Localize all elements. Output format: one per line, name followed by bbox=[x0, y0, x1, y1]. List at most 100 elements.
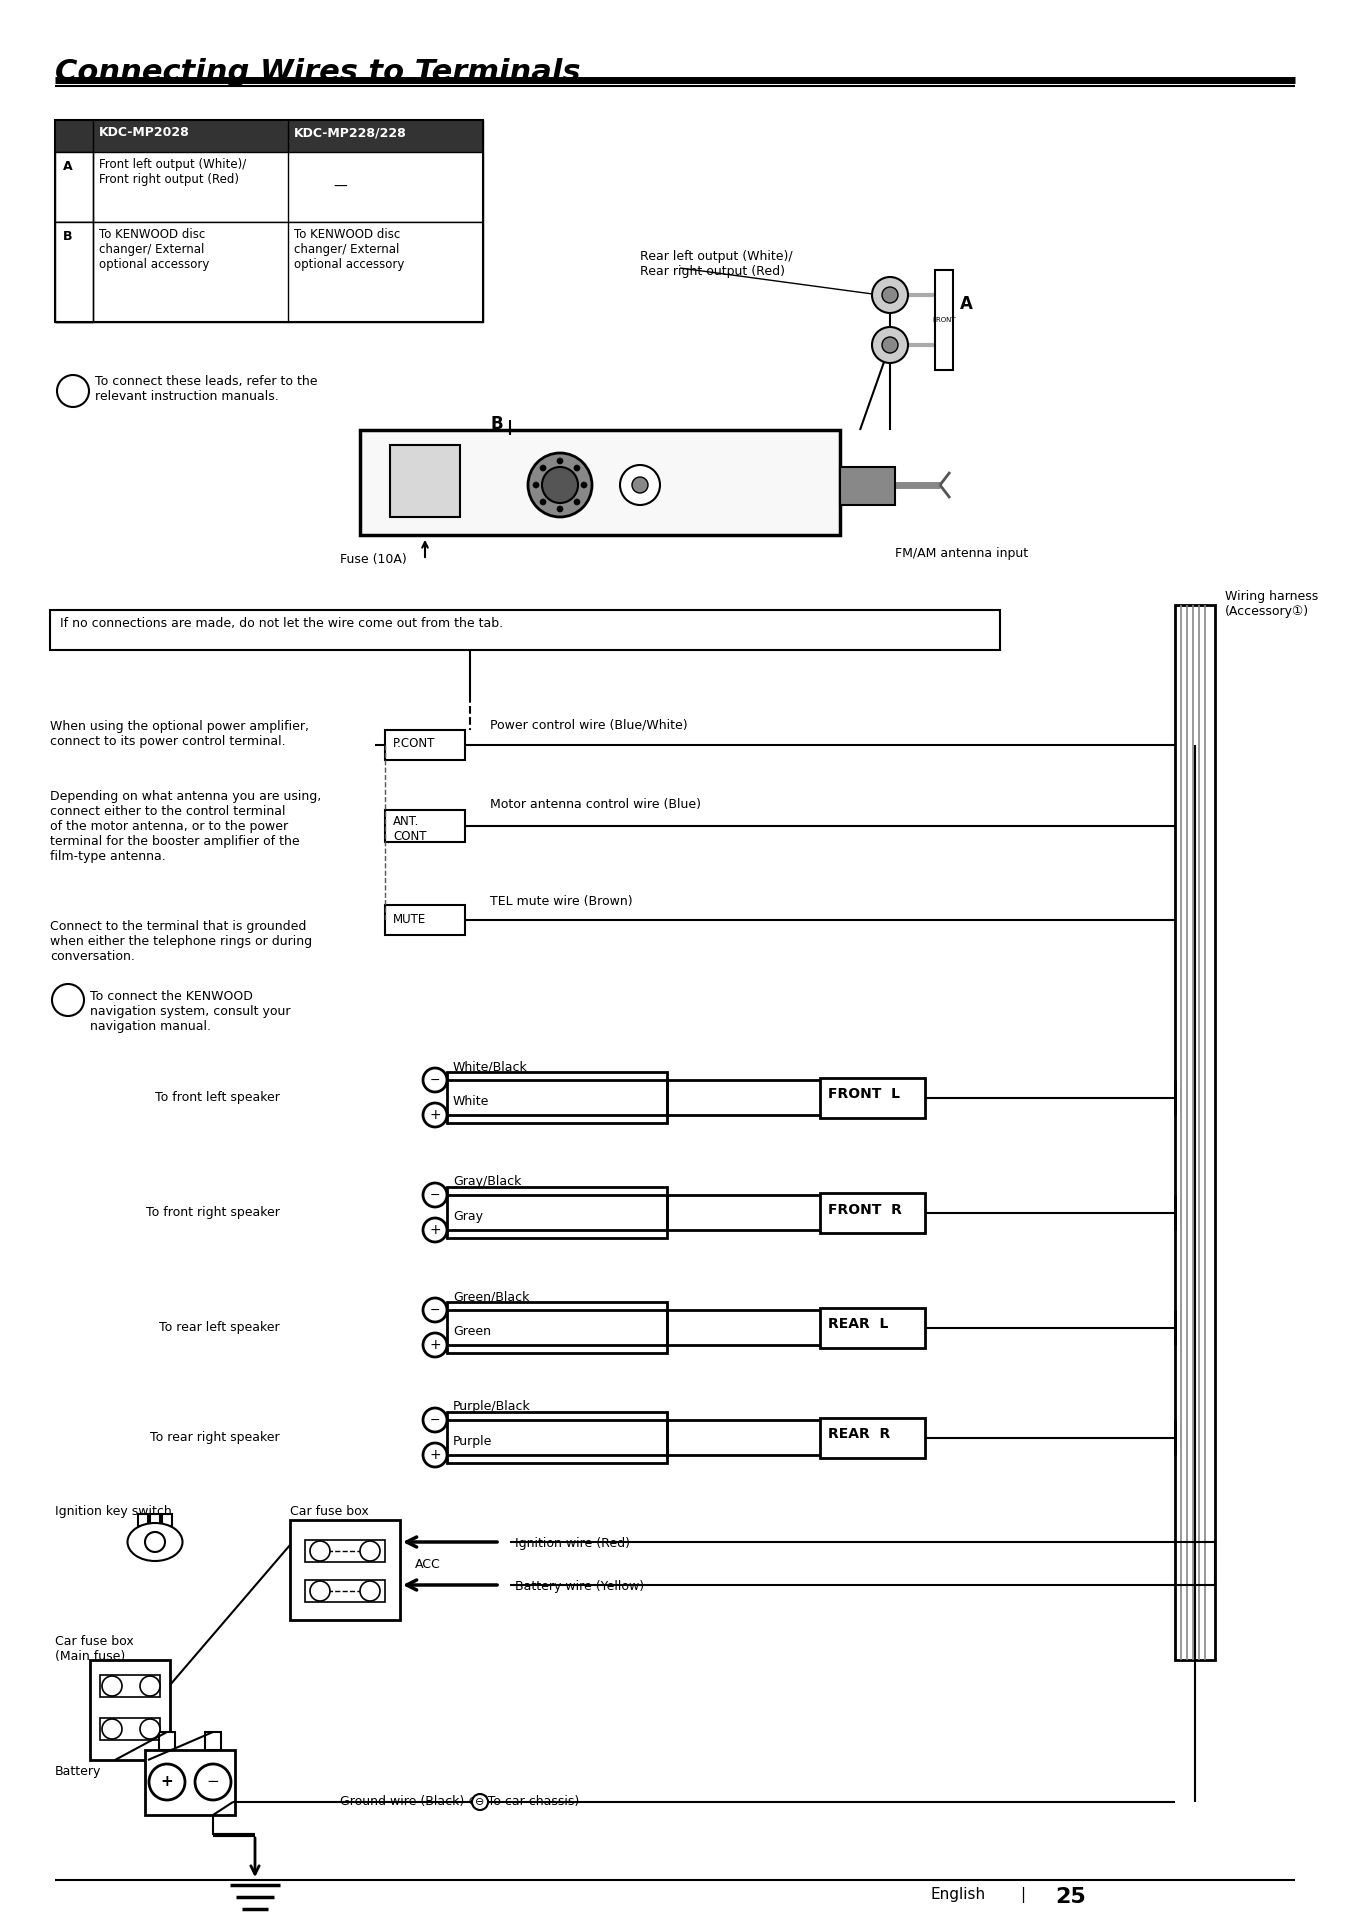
Circle shape bbox=[620, 466, 660, 506]
Circle shape bbox=[140, 1676, 161, 1696]
Bar bbox=[55, 222, 483, 322]
Text: Ignition wire (Red): Ignition wire (Red) bbox=[514, 1537, 630, 1550]
Text: MUTE: MUTE bbox=[393, 914, 427, 925]
Bar bbox=[819, 1418, 925, 1458]
Text: Gray: Gray bbox=[454, 1211, 483, 1222]
Text: +: + bbox=[429, 1448, 441, 1462]
Text: +: + bbox=[429, 1107, 441, 1123]
Circle shape bbox=[540, 466, 545, 471]
Circle shape bbox=[423, 1297, 447, 1322]
Circle shape bbox=[882, 337, 898, 353]
Bar bbox=[819, 1307, 925, 1347]
Text: B: B bbox=[490, 416, 502, 433]
Circle shape bbox=[140, 1719, 161, 1740]
Circle shape bbox=[423, 1334, 447, 1357]
Text: Motor antenna control wire (Blue): Motor antenna control wire (Blue) bbox=[490, 797, 701, 810]
Text: +: + bbox=[161, 1774, 173, 1790]
Ellipse shape bbox=[127, 1523, 182, 1562]
Text: REAR  R: REAR R bbox=[828, 1427, 890, 1441]
Text: −: − bbox=[429, 1303, 440, 1316]
Bar bbox=[819, 1192, 925, 1232]
Bar bbox=[290, 1519, 400, 1621]
Bar bbox=[50, 609, 1000, 650]
Bar bbox=[90, 1659, 170, 1761]
Circle shape bbox=[872, 278, 909, 312]
Circle shape bbox=[103, 1676, 122, 1696]
Bar bbox=[840, 468, 895, 506]
Text: To rear right speaker: To rear right speaker bbox=[150, 1431, 279, 1445]
Bar bbox=[385, 730, 464, 761]
Text: Ignition key switch: Ignition key switch bbox=[55, 1504, 171, 1517]
Text: Battery wire (Yellow): Battery wire (Yellow) bbox=[514, 1581, 644, 1592]
Circle shape bbox=[148, 1765, 185, 1799]
Circle shape bbox=[360, 1581, 379, 1602]
Text: ANT.
CONT: ANT. CONT bbox=[393, 814, 427, 843]
Bar bbox=[205, 1732, 221, 1749]
Text: To rear left speaker: To rear left speaker bbox=[159, 1320, 279, 1334]
Text: White/Black: White/Black bbox=[454, 1060, 528, 1073]
Text: TEL mute wire (Brown): TEL mute wire (Brown) bbox=[490, 895, 633, 908]
Text: White: White bbox=[454, 1096, 489, 1107]
Circle shape bbox=[580, 483, 587, 489]
Text: −: − bbox=[207, 1774, 219, 1790]
Bar bbox=[100, 1719, 161, 1740]
Text: Connect to the terminal that is grounded
when either the telephone rings or duri: Connect to the terminal that is grounded… bbox=[50, 920, 312, 964]
Text: Connecting Wires to Terminals: Connecting Wires to Terminals bbox=[55, 57, 580, 86]
Bar bbox=[159, 1732, 176, 1749]
Circle shape bbox=[472, 1793, 487, 1811]
Text: To KENWOOD disc
changer/ External
optional accessory: To KENWOOD disc changer/ External option… bbox=[294, 228, 405, 270]
Text: |: | bbox=[1021, 1887, 1025, 1903]
Bar bbox=[936, 270, 953, 370]
Bar bbox=[385, 810, 464, 841]
Text: Power control wire (Blue/White): Power control wire (Blue/White) bbox=[490, 718, 687, 732]
Bar bbox=[819, 1077, 925, 1117]
Circle shape bbox=[541, 468, 578, 504]
Circle shape bbox=[423, 1219, 447, 1242]
Text: FRONT  L: FRONT L bbox=[828, 1088, 900, 1102]
Bar bbox=[144, 1749, 235, 1814]
Text: +: + bbox=[429, 1337, 441, 1353]
Circle shape bbox=[632, 477, 648, 492]
Text: Car fuse box: Car fuse box bbox=[290, 1504, 369, 1517]
Text: Purple: Purple bbox=[454, 1435, 493, 1448]
Text: Car fuse box
(Main fuse): Car fuse box (Main fuse) bbox=[55, 1634, 134, 1663]
Bar bbox=[55, 222, 93, 322]
Circle shape bbox=[882, 287, 898, 303]
Bar bbox=[162, 1514, 171, 1525]
Bar bbox=[1174, 605, 1215, 1659]
Circle shape bbox=[57, 376, 89, 406]
Bar bbox=[100, 1675, 161, 1698]
Bar bbox=[150, 1514, 161, 1525]
Bar bbox=[55, 151, 93, 222]
Bar bbox=[447, 1303, 667, 1353]
Bar bbox=[55, 121, 483, 151]
Text: Battery: Battery bbox=[55, 1765, 101, 1778]
Text: Ground wire (Black) ⊖ (To car chassis): Ground wire (Black) ⊖ (To car chassis) bbox=[340, 1795, 579, 1809]
Circle shape bbox=[310, 1581, 329, 1602]
Circle shape bbox=[144, 1533, 165, 1552]
Text: Purple/Black: Purple/Black bbox=[454, 1401, 531, 1412]
Text: Depending on what antenna you are using,
connect either to the control terminal
: Depending on what antenna you are using,… bbox=[50, 789, 321, 862]
Text: FM/AM antenna input: FM/AM antenna input bbox=[895, 546, 1029, 559]
Text: Fuse (10A): Fuse (10A) bbox=[340, 554, 406, 565]
Text: FRONT  R: FRONT R bbox=[828, 1203, 902, 1217]
Text: A: A bbox=[960, 295, 973, 312]
Bar bbox=[55, 151, 483, 222]
Text: ⊖: ⊖ bbox=[475, 1797, 485, 1807]
Text: −: − bbox=[429, 1188, 440, 1201]
Text: KDC-MP2028: KDC-MP2028 bbox=[99, 126, 190, 140]
Text: +: + bbox=[429, 1222, 441, 1238]
Text: 25: 25 bbox=[1054, 1887, 1085, 1906]
Circle shape bbox=[360, 1540, 379, 1562]
Bar bbox=[447, 1188, 667, 1238]
Text: —: — bbox=[333, 180, 347, 194]
Text: When using the optional power amplifier,
connect to its power control terminal.: When using the optional power amplifier,… bbox=[50, 720, 309, 747]
Bar bbox=[305, 1540, 385, 1562]
Text: P.CONT: P.CONT bbox=[393, 738, 435, 749]
Circle shape bbox=[574, 498, 580, 506]
Text: Green/Black: Green/Black bbox=[454, 1289, 529, 1303]
Bar bbox=[385, 904, 464, 935]
Circle shape bbox=[872, 328, 909, 362]
Circle shape bbox=[103, 1719, 122, 1740]
Circle shape bbox=[423, 1182, 447, 1207]
